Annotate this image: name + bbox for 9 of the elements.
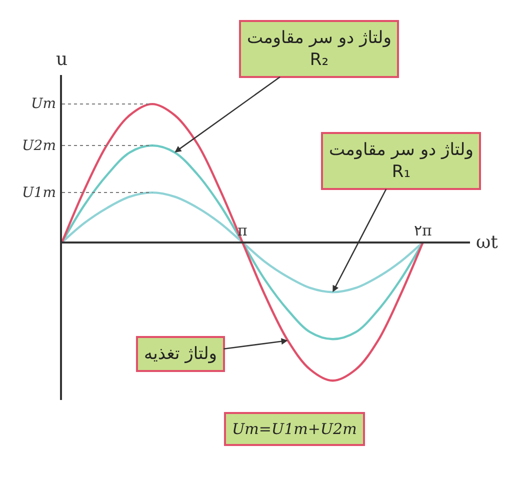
y-axis-title: u bbox=[56, 49, 68, 70]
text: Um bbox=[31, 96, 56, 112]
x-axis-title: ωt bbox=[476, 232, 499, 253]
x-tick-label: π bbox=[238, 221, 248, 240]
x-tick-label: ۲π bbox=[414, 221, 432, 240]
text: U2m bbox=[22, 138, 56, 154]
text: ولتاژ تغذیه bbox=[144, 344, 218, 364]
text: Um=U1m+U2m bbox=[232, 420, 357, 438]
text: U1m bbox=[22, 185, 56, 201]
